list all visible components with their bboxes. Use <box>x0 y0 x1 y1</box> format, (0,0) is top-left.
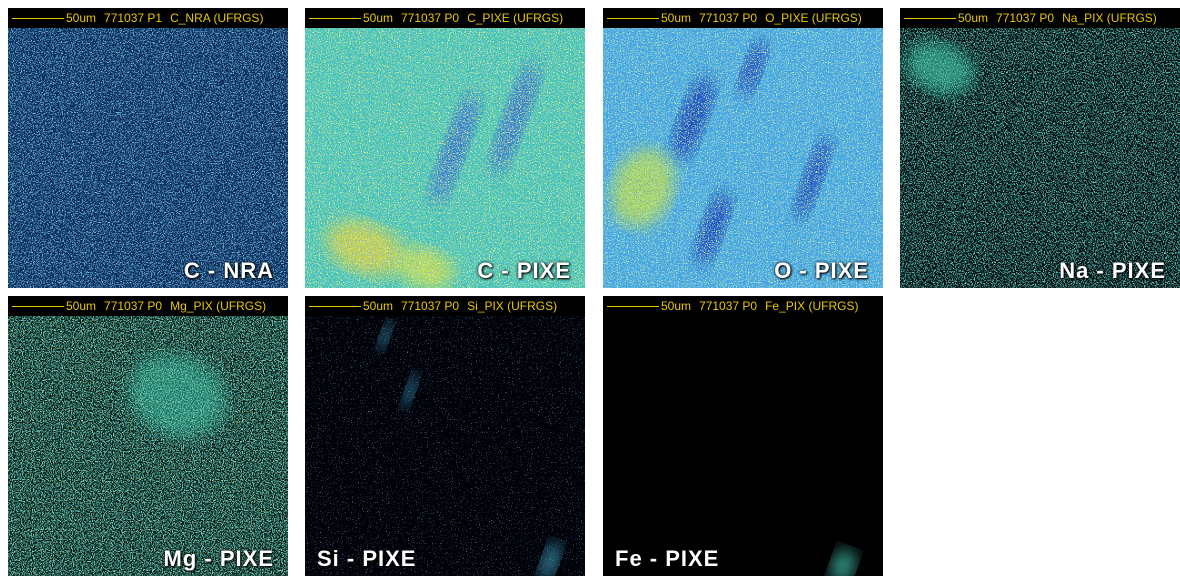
map-speckle <box>603 28 883 288</box>
map-speckle <box>603 316 883 576</box>
scale-bar <box>309 305 361 307</box>
map-name: Mg_PIX (UFRGS) <box>170 299 267 313</box>
run-id: 771037 P0 <box>104 299 163 313</box>
map-header: 50um 771037 P0 Mg_PIX (UFRGS) <box>8 296 288 316</box>
scale-text: 50um <box>363 299 394 313</box>
map-header: 50um 771037 P0 Na_PIX (UFRGS) <box>900 8 1180 28</box>
run-id: 771037 P0 <box>401 11 460 25</box>
scale-text: 50um <box>66 299 97 313</box>
run-id: 771037 P0 <box>996 11 1055 25</box>
map-name: Si_PIX (UFRGS) <box>467 299 558 313</box>
scale-text: 50um <box>66 11 97 25</box>
scale-bar <box>12 17 64 19</box>
map-header: 50um 771037 P0 Si_PIX (UFRGS) <box>305 296 585 316</box>
scale-bar <box>904 17 956 19</box>
panel-label: Fe - PIXE <box>615 546 720 571</box>
map-speckle <box>305 28 585 288</box>
map-header: 50um 771037 P1 C_NRA (UFRGS) <box>8 8 288 28</box>
run-id: 771037 P0 <box>699 11 758 25</box>
map-image <box>8 316 288 576</box>
scale-text: 50um <box>363 11 394 25</box>
map-name: Na_PIX (UFRGS) <box>1062 11 1157 25</box>
run-id: 771037 P1 <box>104 11 163 25</box>
panel-label: O - PIXE <box>774 258 869 283</box>
run-id: 771037 P0 <box>401 299 460 313</box>
scale-bar <box>607 17 659 19</box>
map-name: C_PIXE (UFRGS) <box>467 11 564 25</box>
map-panel: 50um 771037 P0 Si_PIX (UFRGS) Si - PIXE <box>305 296 585 576</box>
map-image <box>8 28 288 288</box>
map-speckle <box>8 28 288 288</box>
scale-text: 50um <box>958 11 989 25</box>
scale-bar <box>12 305 64 307</box>
map-name: C_NRA (UFRGS) <box>170 11 264 25</box>
map-header: 50um 771037 P0 Fe_PIX (UFRGS) <box>603 296 883 316</box>
map-image <box>603 316 883 576</box>
map-panel: 50um 771037 P0 C_PIXE (UFRGS) C - PIXE <box>305 8 585 288</box>
map-image <box>900 28 1180 288</box>
panel-label: C - PIXE <box>477 258 571 283</box>
scale-bar <box>607 305 659 307</box>
panel-label: Mg - PIXE <box>163 546 274 571</box>
map-panel: 50um 771037 P0 Fe_PIX (UFRGS) Fe - PIXE <box>603 296 883 576</box>
scale-text: 50um <box>661 299 692 313</box>
map-panel: 50um 771037 P1 C_NRA (UFRGS) C - NRA <box>8 8 288 288</box>
map-speckle <box>305 316 585 576</box>
map-panel: 50um 771037 P0 Na_PIX (UFRGS) Na - PIXE <box>900 8 1180 288</box>
map-panel: 50um 771037 P0 O_PIXE (UFRGS) O - PIXE <box>603 8 883 288</box>
panel-label: Na - PIXE <box>1059 258 1166 283</box>
map-image <box>305 316 585 576</box>
map-name: Fe_PIX (UFRGS) <box>765 299 859 313</box>
map-panel: 50um 771037 P0 Mg_PIX (UFRGS) Mg - PIXE <box>8 296 288 576</box>
map-name: O_PIXE (UFRGS) <box>765 11 862 25</box>
run-id: 771037 P0 <box>699 299 758 313</box>
panel-label: C - NRA <box>183 258 274 283</box>
scale-bar <box>309 17 361 19</box>
scale-text: 50um <box>661 11 692 25</box>
map-speckle <box>900 28 1180 288</box>
map-speckle <box>8 316 288 576</box>
panel-label: Si - PIXE <box>317 546 417 571</box>
map-header: 50um 771037 P0 O_PIXE (UFRGS) <box>603 8 883 28</box>
map-header: 50um 771037 P0 C_PIXE (UFRGS) <box>305 8 585 28</box>
map-image <box>603 28 883 288</box>
map-image <box>305 28 585 288</box>
